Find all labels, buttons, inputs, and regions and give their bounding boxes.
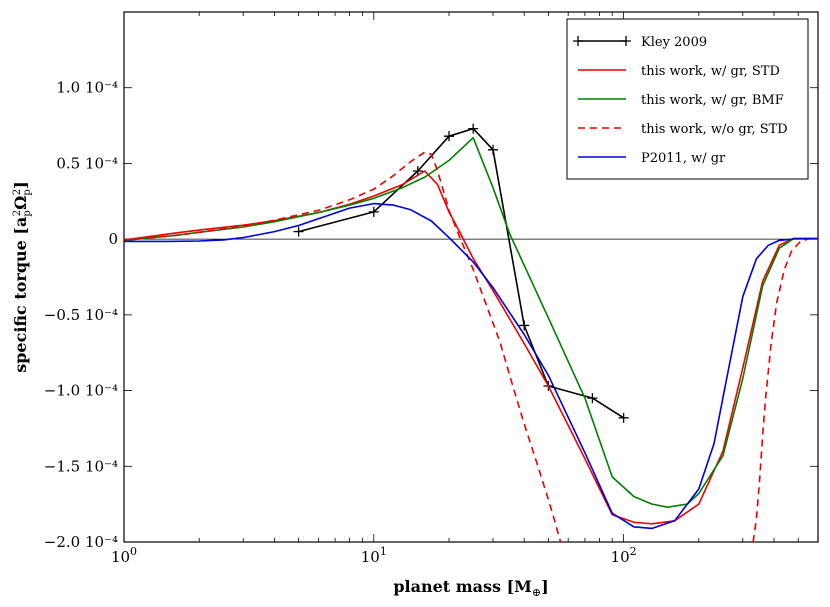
y-tick-label: 0 [108,230,118,248]
legend-label: this work, w/o gr, STD [641,122,788,137]
y-axis-title-sup1: 2 [12,210,23,216]
y-tick-label: 0.5 10⁻⁴ [56,154,118,172]
y-tick-label: −0.5 10⁻⁴ [44,306,118,324]
series-line-3 [124,151,562,542]
y-axis-title-sub1: p [22,210,33,216]
y-axis-title-mid: Ω [11,196,30,210]
series-line-2 [124,136,818,509]
y-axis-title-main: specific torque [a [11,217,30,373]
series-layer [124,123,818,542]
y-axis-title-sup2: 2 [12,189,23,195]
x-axis-title-end: ] [541,577,549,596]
legend-marker [621,36,631,46]
x-axis-title: planet mass [M⊕] [393,577,548,599]
legend-label: this work, w/ gr, BMF [641,93,784,108]
series-marker [468,123,479,134]
series-line-5 [124,202,818,530]
legend-label: Kley 2009 [641,35,707,50]
y-axis-title: specific torque [ap2Ωp2] [11,181,33,373]
series-marker [587,393,598,404]
x-axis-title-sub: ⊕ [532,586,541,599]
x-tick-label: 101 [361,545,387,566]
series-line-1 [124,170,818,525]
x-tick-label: 100 [111,545,137,566]
y-axis-title-sub2: p [22,189,33,195]
legend: Kley 2009 this work, w/ gr, STD this work,… [566,18,809,180]
legend-label: this work, w/ gr, STD [641,64,780,79]
series-marker [618,412,629,423]
legend-marker [573,36,583,46]
series-marker [444,131,455,142]
series-marker [487,144,498,155]
x-tick-label: 102 [611,545,637,566]
series-marker [293,226,304,237]
y-tick-label: −2.0 10⁻⁴ [44,533,118,551]
y-tick-label: 1.0 10⁻⁴ [56,79,118,97]
tick-label-layer: 100 101 102 1.0 10⁻⁴ 0.5 10⁻⁴ 0 −0.5 10⁻⁴ −1.0 … [44,79,637,566]
series-marker [368,206,379,217]
series-line-0 [298,127,625,419]
tick-layer [123,12,819,543]
y-tick-label: −1.5 10⁻⁴ [44,457,118,475]
x-axis-title-main: planet mass [M [393,577,532,596]
y-tick-label: −1.0 10⁻⁴ [44,382,118,400]
legend-label: P2011, w/ gr [641,151,726,166]
y-axis-title-end: ] [11,181,30,189]
series-line-4 [752,237,818,542]
series-marker [519,320,530,331]
